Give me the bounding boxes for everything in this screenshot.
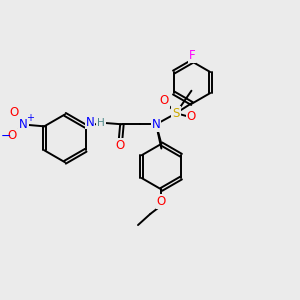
Text: +: + [26,113,34,124]
Text: O: O [187,110,196,123]
Text: N: N [152,118,161,131]
Text: N: N [86,116,94,129]
Text: O: O [9,106,19,119]
Text: −: − [1,130,11,142]
Text: H: H [97,118,105,128]
Text: O: O [116,139,125,152]
Text: N: N [19,118,28,131]
Text: S: S [172,107,180,120]
Text: O: O [8,130,17,142]
Text: O: O [160,94,169,107]
Text: O: O [157,195,166,208]
Text: F: F [189,49,195,62]
